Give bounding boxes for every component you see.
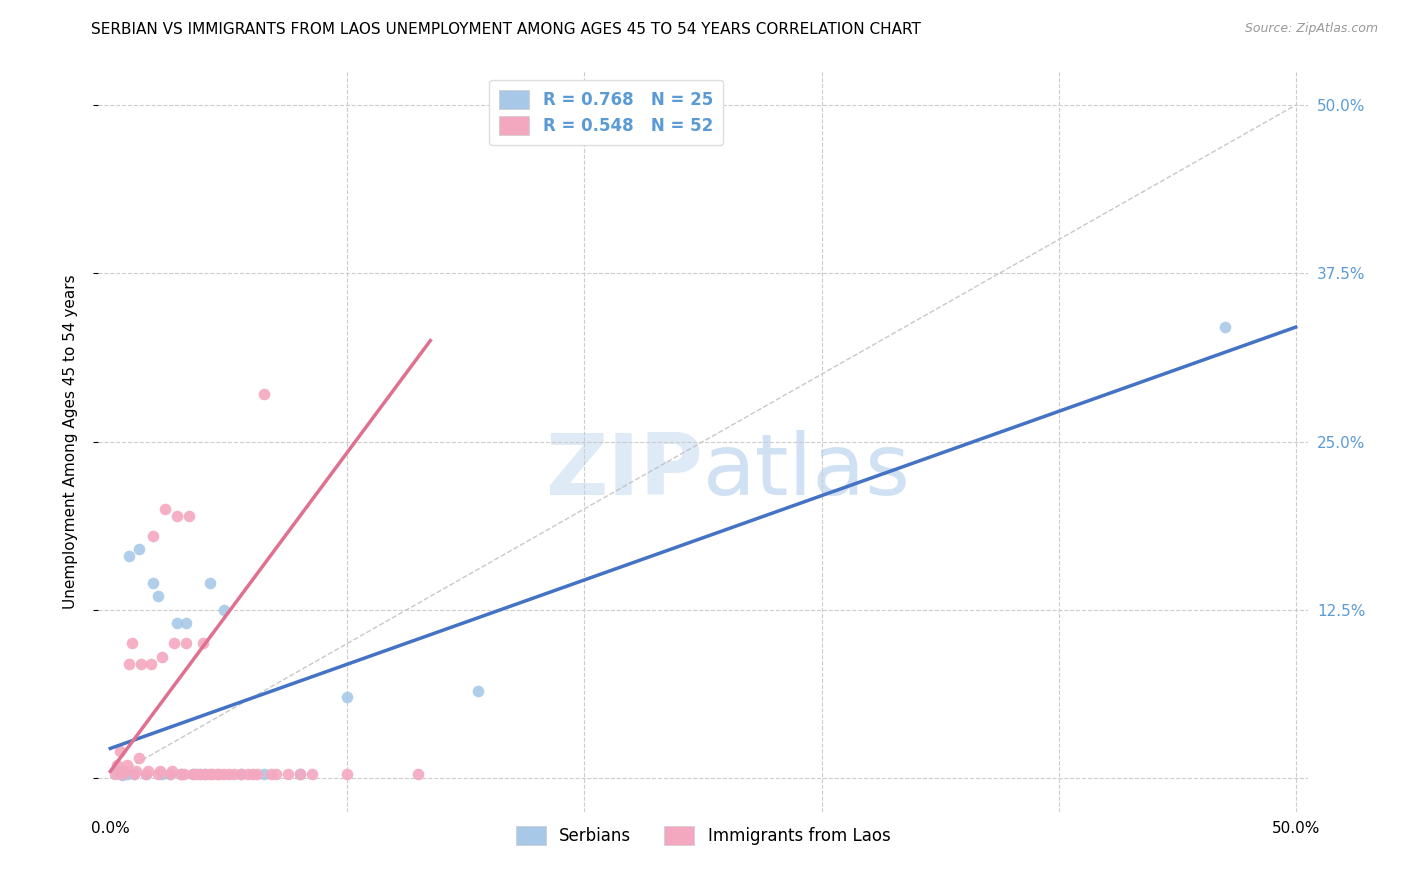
- Point: [152, 767, 174, 781]
- Point: [173, 767, 195, 781]
- Point: [198, 767, 221, 781]
- Point: [253, 387, 276, 401]
- Point: [111, 768, 134, 782]
- Point: [218, 767, 240, 781]
- Text: SERBIAN VS IMMIGRANTS FROM LAOS UNEMPLOYMENT AMONG AGES 45 TO 54 YEARS CORRELATI: SERBIAN VS IMMIGRANTS FROM LAOS UNEMPLOY…: [91, 22, 921, 37]
- Point: [146, 590, 169, 604]
- Point: [118, 549, 141, 563]
- Point: [159, 767, 181, 781]
- Point: [194, 767, 217, 781]
- Point: [277, 767, 299, 781]
- Point: [139, 657, 162, 671]
- Legend: Serbians, Immigrants from Laos: Serbians, Immigrants from Laos: [506, 816, 900, 855]
- Point: [229, 767, 252, 781]
- Point: [166, 508, 188, 523]
- Point: [146, 767, 169, 781]
- Point: [181, 767, 204, 781]
- Point: [152, 649, 174, 664]
- Point: [159, 767, 181, 781]
- Text: ZIP: ZIP: [546, 430, 703, 513]
- Point: [115, 757, 138, 772]
- Point: [222, 767, 245, 781]
- Point: [108, 744, 131, 758]
- Point: [336, 690, 359, 705]
- Point: [181, 767, 204, 781]
- Point: [125, 764, 148, 779]
- Point: [246, 767, 269, 781]
- Point: [236, 767, 259, 781]
- Point: [111, 767, 134, 781]
- Point: [1213, 320, 1236, 334]
- Point: [229, 767, 252, 781]
- Point: [177, 508, 200, 523]
- Point: [336, 767, 359, 781]
- Point: [242, 767, 264, 781]
- Point: [190, 767, 212, 781]
- Point: [128, 751, 150, 765]
- Point: [174, 616, 197, 631]
- Text: atlas: atlas: [703, 430, 911, 513]
- Point: [190, 767, 212, 781]
- Point: [170, 767, 193, 781]
- Point: [408, 767, 430, 781]
- Point: [184, 767, 207, 781]
- Point: [205, 767, 228, 781]
- Point: [301, 767, 323, 781]
- Point: [163, 636, 186, 650]
- Point: [122, 767, 145, 781]
- Point: [264, 767, 287, 781]
- Point: [160, 764, 183, 779]
- Point: [105, 757, 128, 772]
- Point: [135, 767, 157, 781]
- Point: [149, 764, 172, 779]
- Point: [122, 767, 145, 781]
- Point: [191, 636, 214, 650]
- Point: [288, 767, 311, 781]
- Point: [136, 764, 159, 779]
- Point: [153, 501, 176, 516]
- Y-axis label: Unemployment Among Ages 45 to 54 years: Unemployment Among Ages 45 to 54 years: [63, 274, 77, 609]
- Text: Source: ZipAtlas.com: Source: ZipAtlas.com: [1244, 22, 1378, 36]
- Point: [121, 636, 143, 650]
- Point: [208, 767, 231, 781]
- Point: [114, 764, 136, 779]
- Point: [194, 767, 217, 781]
- Point: [142, 529, 165, 543]
- Point: [105, 764, 128, 779]
- Point: [201, 767, 224, 781]
- Point: [212, 767, 235, 781]
- Point: [253, 767, 276, 781]
- Point: [467, 683, 489, 698]
- Point: [288, 767, 311, 781]
- Point: [174, 636, 197, 650]
- Point: [135, 767, 157, 781]
- Point: [129, 657, 152, 671]
- Point: [170, 767, 193, 781]
- Point: [128, 542, 150, 557]
- Point: [166, 616, 188, 631]
- Point: [115, 767, 138, 781]
- Point: [260, 767, 283, 781]
- Point: [142, 575, 165, 590]
- Point: [198, 575, 221, 590]
- Point: [118, 657, 141, 671]
- Point: [212, 603, 235, 617]
- Point: [104, 767, 127, 781]
